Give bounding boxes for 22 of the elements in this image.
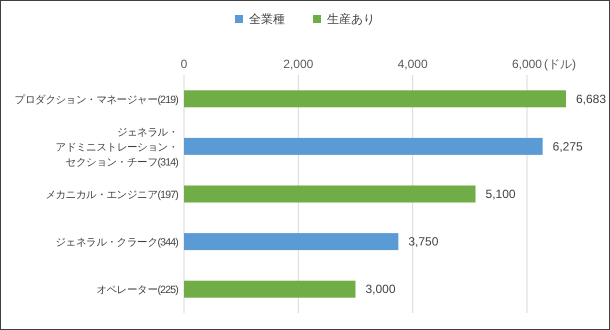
data-label: 6,683 xyxy=(576,92,606,106)
y-tick-label: ジェネラル・クラーク(344) xyxy=(55,236,178,249)
data-label: 6,275 xyxy=(552,139,584,154)
data-label: 3,000 xyxy=(365,282,396,296)
bar xyxy=(184,138,543,155)
x-tick-label: 6,000 xyxy=(512,57,542,71)
data-label: 5,100 xyxy=(486,187,516,201)
bar xyxy=(184,233,398,250)
x-tick-label: 4,000 xyxy=(398,57,428,71)
y-tick-label: オペレーター(225) xyxy=(96,284,178,296)
x-axis-title: (ドル) xyxy=(544,57,576,71)
x-tick-label: 2,000 xyxy=(283,57,314,71)
y-tick-label: メカニカル・エンジニア(197) xyxy=(45,189,178,201)
bar xyxy=(184,280,356,298)
x-tick-label: 0 xyxy=(180,57,188,71)
bar xyxy=(184,186,476,202)
y-tick-label: ジェネラル・アドミニストレーション・セクション・チーフ(314) xyxy=(56,126,178,168)
legend-label: 生産あり xyxy=(327,12,375,26)
bar xyxy=(184,90,566,108)
data-label: 3,750 xyxy=(408,234,439,249)
legend-label: 全業種 xyxy=(249,12,285,26)
y-tick-label: プロダクション・マネージャー(219) xyxy=(14,92,178,106)
